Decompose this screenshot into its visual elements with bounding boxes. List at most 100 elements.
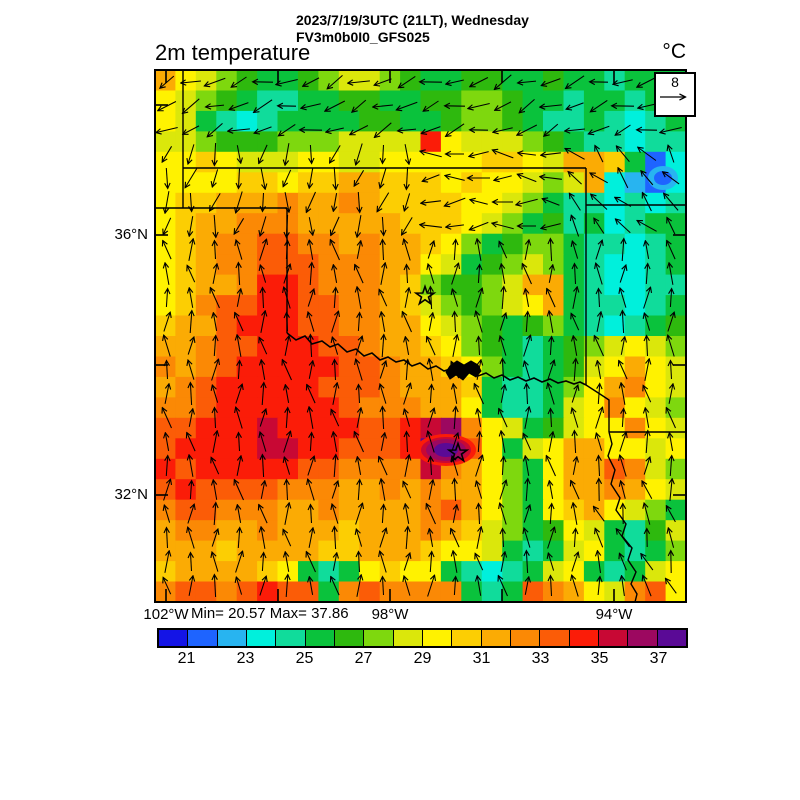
wind-arrow (379, 361, 386, 379)
wind-arrow (259, 505, 268, 524)
wind-arrow (237, 145, 240, 163)
temp-cell (502, 90, 524, 112)
wind-arrow (500, 504, 507, 525)
temp-cell (359, 274, 381, 296)
wind-arrow (383, 144, 384, 163)
temp-cell (155, 417, 177, 439)
wind-arrow (540, 177, 562, 180)
wind-arrow (332, 383, 337, 405)
wind-arrow (420, 151, 442, 158)
wind-arrow (181, 81, 201, 83)
wind-arrow (571, 314, 580, 331)
lon-label: 98°W (371, 606, 409, 623)
temp-cell (502, 192, 524, 214)
temp-cell (277, 315, 299, 337)
temp-cell (481, 499, 503, 521)
temp-cell (665, 540, 687, 562)
temp-cell (236, 172, 258, 194)
wind-arrow (310, 433, 311, 452)
wind-arrow (548, 432, 553, 452)
wind-arrow (404, 455, 409, 477)
wind-arrow (595, 408, 603, 429)
temp-cell (461, 213, 483, 235)
temp-cell (359, 233, 381, 255)
wind-arrow (190, 383, 191, 406)
temp-cell (665, 213, 687, 235)
temp-cell (624, 90, 646, 112)
temp-cell (563, 295, 585, 317)
temp-cell (257, 417, 279, 439)
colorbar-segment (510, 630, 541, 646)
colorbar-tick-label: 35 (590, 650, 609, 667)
wind-arrow (427, 504, 436, 525)
wind-arrow (262, 383, 264, 406)
wind-arrow (427, 241, 434, 259)
temp-cell (543, 315, 565, 337)
temp-cell (318, 70, 340, 92)
wind-arrow (162, 146, 173, 161)
temp-cell (400, 458, 422, 480)
temp-cell (359, 417, 381, 439)
wind-arrow (190, 192, 191, 211)
temp-cell (359, 397, 381, 419)
temp-cell (543, 561, 565, 583)
temp-cell (338, 581, 360, 603)
wind-arrow (325, 100, 346, 111)
wind-arrow (307, 385, 316, 404)
wind-arrow (566, 75, 585, 88)
wind-arrow (404, 288, 409, 308)
temp-cell (665, 356, 687, 378)
wind-arrow (352, 99, 367, 112)
colorbar-segment (452, 630, 482, 646)
wind-arrow (430, 385, 431, 404)
temp-cell (440, 397, 462, 419)
temp-cell (522, 479, 544, 501)
temp-cell (338, 356, 360, 378)
wind-arrow (454, 479, 455, 502)
colorbar-segment (188, 630, 218, 646)
wind-arrow (397, 101, 418, 110)
wind-arrow (356, 408, 361, 428)
header-datetime: 2023/7/19/3UTC (21LT), Wednesday (296, 12, 529, 28)
temp-cell (175, 499, 197, 521)
temp-cell (481, 70, 503, 92)
wind-arrow (189, 288, 192, 308)
wind-arrow (479, 504, 480, 525)
wind-arrow (214, 503, 216, 526)
wind-arrow (598, 577, 600, 596)
temp-cell (400, 336, 422, 358)
temp-cell (195, 172, 217, 194)
temp-cell (318, 295, 340, 317)
temp-cell (665, 274, 687, 296)
temp-cell (665, 151, 687, 173)
wind-arrow (525, 577, 528, 595)
wind-arrow (616, 124, 631, 135)
temp-cell (318, 315, 340, 337)
wind-arrow (359, 552, 360, 573)
temp-cell (665, 315, 687, 337)
temp-cell (583, 295, 605, 317)
wind-arrow (643, 457, 650, 475)
wind-arrow (261, 360, 264, 380)
wind-arrow (548, 384, 555, 405)
wind-arrow (451, 264, 459, 285)
wind-arrow (667, 408, 676, 429)
temp-cell (338, 172, 360, 194)
wind-arrow (550, 239, 551, 262)
temp-cell (665, 458, 687, 480)
temp-cell (195, 561, 217, 583)
wind-arrow (502, 457, 503, 476)
temp-cell (175, 90, 197, 112)
wind-arrow (516, 198, 538, 204)
wind-arrow (451, 433, 458, 451)
wind-arrow (333, 265, 336, 283)
temp-cell (175, 458, 197, 480)
wind-arrow (163, 217, 172, 234)
temp-cell (440, 561, 462, 583)
temp-cell (502, 438, 524, 460)
temp-cell (195, 520, 217, 542)
wind-arrow (238, 361, 239, 380)
wind-arrow (475, 384, 484, 405)
wind-arrow (518, 174, 537, 183)
wind-arrow (405, 337, 408, 355)
